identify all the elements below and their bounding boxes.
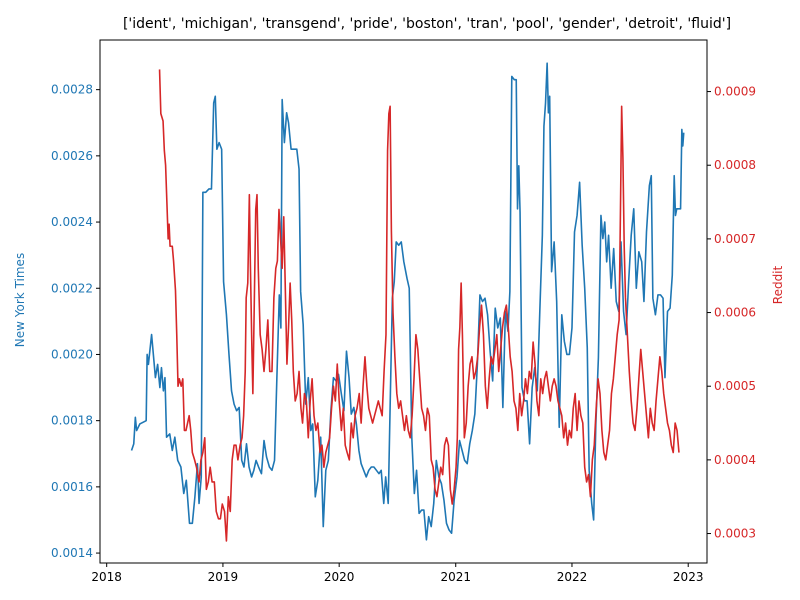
x-tick-label: 2019 (208, 570, 239, 584)
y-axis-left: 0.0014 0.0016 0.0018 0.0020 0.0022 0.0024 0.00… (51, 83, 100, 560)
y-left-tick-label: 0.0026 (51, 149, 93, 163)
y-right-tick-label: 0.0009 (714, 85, 756, 99)
y-right-tick-label: 0.0004 (714, 453, 756, 467)
x-tick-label: 2018 (91, 570, 122, 584)
y-axis-right: 0.0003 0.0004 0.0005 0.0006 0.0007 0.0008 0.00… (707, 85, 756, 541)
plot-frame (99, 39, 708, 564)
y-left-tick-label: 0.0016 (51, 480, 93, 494)
x-tick-label: 2021 (440, 570, 471, 584)
y-right-tick-label: 0.0003 (714, 527, 756, 541)
y-left-tick-label: 0.0022 (51, 281, 93, 295)
y-right-tick-label: 0.0008 (714, 158, 756, 172)
plot-area (130, 62, 685, 542)
y-left-tick-label: 0.0020 (51, 347, 93, 361)
y-right-tick-label: 0.0005 (714, 379, 756, 393)
y-left-tick-label: 0.0024 (51, 215, 93, 229)
y-left-tick-label: 0.0018 (51, 414, 93, 428)
series-line-left (130, 62, 685, 541)
series-line-right (158, 69, 680, 542)
chart-title: ['ident', 'michigan', 'transgend', 'prid… (123, 16, 731, 32)
y-right-tick-label: 0.0006 (714, 306, 756, 320)
x-tick-label: 2023 (673, 570, 704, 584)
y-axis-right-title: Reddit (771, 265, 785, 304)
x-tick-label: 2020 (324, 570, 355, 584)
y-left-tick-label: 0.0028 (51, 83, 93, 97)
y-right-tick-label: 0.0007 (714, 232, 756, 246)
y-left-tick-label: 0.0014 (51, 546, 93, 560)
x-axis: 2018 2019 2020 2021 2022 2023 (91, 563, 703, 584)
x-tick-label: 2022 (557, 570, 588, 584)
y-axis-left-title: New York Times (13, 253, 27, 347)
